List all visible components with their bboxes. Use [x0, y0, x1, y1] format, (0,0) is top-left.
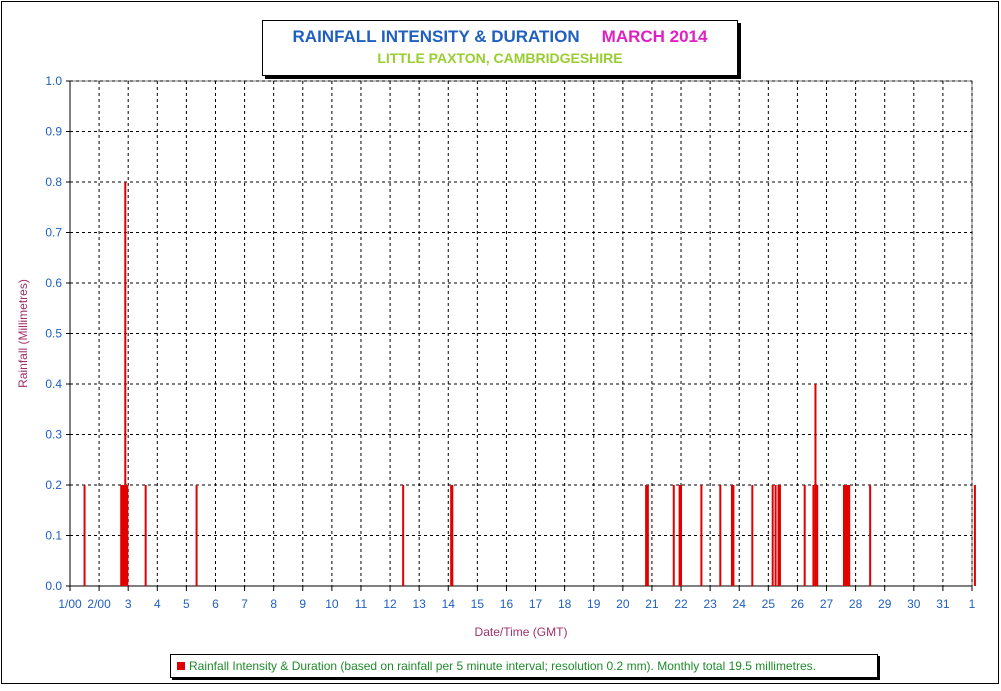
x-tick-label: 11	[355, 597, 368, 611]
rainfall-bar	[680, 485, 683, 586]
y-tick-label: 0.2	[45, 478, 62, 492]
x-tick-label: 1	[969, 597, 976, 611]
rainfall-bar	[816, 485, 819, 586]
rainfall-bar	[848, 485, 851, 586]
x-tick-label: 4	[154, 597, 161, 611]
x-tick-label: 10	[325, 597, 339, 611]
x-tick-label: 30	[907, 597, 921, 611]
x-tick-label: 20	[616, 597, 630, 611]
rainfall-bar	[774, 485, 777, 586]
rainfall-bar	[121, 485, 124, 586]
rainfall-bar	[700, 485, 703, 586]
rainfall-bar	[144, 485, 147, 586]
legend: Rainfall Intensity & Duration (based on …	[170, 654, 878, 678]
rainfall-bar	[126, 485, 129, 586]
x-tick-label: 27	[820, 597, 834, 611]
x-tick-label: 17	[529, 597, 543, 611]
x-tick-label: 3	[125, 597, 132, 611]
x-tick-label: 26	[791, 597, 805, 611]
y-tick-label: 0.3	[45, 428, 62, 442]
x-tick-label: 21	[645, 597, 659, 611]
x-tick-label: 18	[558, 597, 572, 611]
y-tick-label: 0.9	[45, 125, 62, 139]
rainfall-bar	[771, 485, 774, 586]
y-tick-label: 0.5	[45, 327, 62, 341]
x-tick-label: 8	[270, 597, 277, 611]
legend-label: Rainfall Intensity & Duration (based on …	[189, 659, 816, 673]
rainfall-bar	[678, 485, 681, 586]
rainfall-bar	[402, 485, 405, 586]
rainfall-bar	[451, 485, 454, 586]
rainfall-bar	[124, 182, 127, 586]
x-tick-label: 7	[241, 597, 248, 611]
rainfall-bar	[450, 485, 453, 586]
x-tick-label: 9	[299, 597, 306, 611]
rainfall-bar	[732, 485, 735, 586]
x-tick-label: 24	[733, 597, 747, 611]
y-tick-label: 0.4	[45, 377, 62, 391]
chart-subtitle: LITTLE PAXTON, CAMBRIDGESHIRE	[377, 50, 623, 66]
y-tick-label: 0.6	[45, 276, 62, 290]
x-tick-label: 25	[762, 597, 776, 611]
rainfall-bar	[672, 485, 675, 586]
y-tick-label: 0.1	[45, 529, 62, 543]
rainfall-bar	[778, 485, 781, 586]
x-tick-label: 13	[412, 597, 426, 611]
x-tick-label: 14	[442, 597, 456, 611]
x-tick-label: 12	[383, 597, 397, 611]
x-tick-label: 19	[587, 597, 601, 611]
chart-title-month: MARCH 2014	[601, 27, 708, 46]
rainfall-bar	[719, 485, 722, 586]
y-tick-label: 0.8	[45, 175, 62, 189]
x-tick-label: 23	[703, 597, 717, 611]
rainfall-bar	[869, 485, 872, 586]
y-tick-label: 0.7	[45, 226, 62, 240]
rainfall-bar	[812, 485, 815, 586]
rainfall-bar	[777, 485, 780, 586]
rainfall-bar	[803, 485, 806, 586]
x-tick-label: 16	[500, 597, 514, 611]
x-tick-label: 2/00	[87, 597, 111, 611]
chart-title: RAINFALL INTENSITY & DURATION	[292, 27, 580, 46]
rainfall-bar	[730, 485, 733, 586]
x-axis-label: Date/Time (GMT)	[475, 625, 568, 639]
y-tick-label: 0.0	[45, 579, 62, 593]
x-tick-label: 15	[471, 597, 485, 611]
rainfall-bar	[83, 485, 86, 586]
rainfall-bar	[973, 485, 976, 586]
y-axis-label: Rainfall (Millimetres)	[16, 279, 30, 388]
rainfall-bar	[195, 485, 198, 586]
x-tick-label: 29	[878, 597, 892, 611]
x-tick-label: 6	[212, 597, 219, 611]
x-tick-label: 28	[849, 597, 863, 611]
rainfall-bar	[751, 485, 754, 586]
legend-swatch	[177, 661, 185, 670]
rainfall-bar	[646, 485, 649, 586]
rainfall-bar	[645, 485, 648, 586]
title-box: RAINFALL INTENSITY & DURATION MARCH 2014 …	[262, 20, 738, 76]
x-tick-label: 1/00	[58, 597, 82, 611]
x-tick-label: 31	[936, 597, 950, 611]
x-tick-label: 5	[183, 597, 190, 611]
rainfall-bar	[814, 384, 817, 586]
y-tick-label: 1.0	[45, 74, 62, 88]
rainfall-bar	[846, 485, 849, 586]
x-tick-label: 22	[674, 597, 688, 611]
rainfall-bar	[842, 485, 845, 586]
rainfall-bar	[120, 485, 123, 586]
rainfall-bar	[844, 485, 847, 586]
